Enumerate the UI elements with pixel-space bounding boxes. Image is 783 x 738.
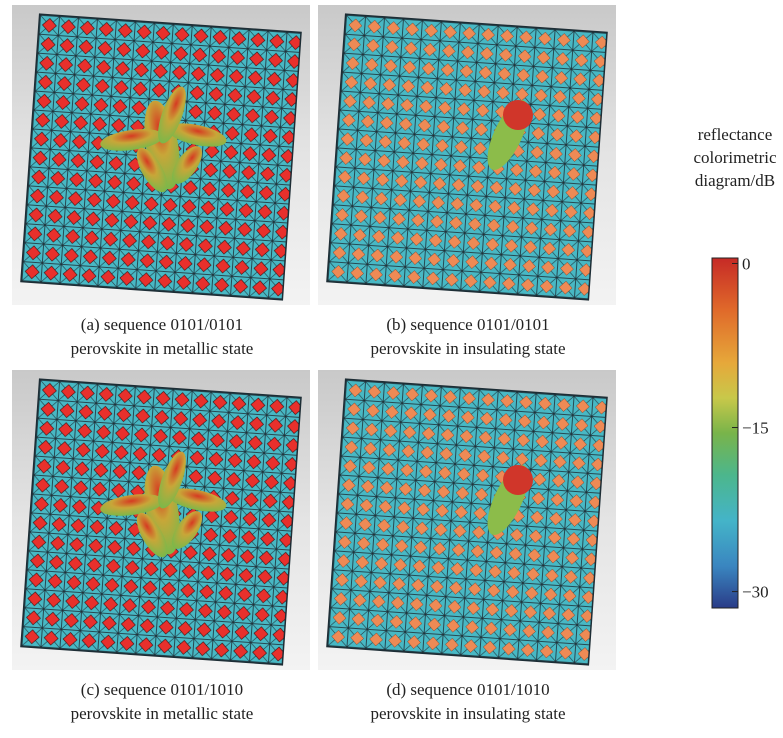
caption: perovskite in insulating state xyxy=(371,704,566,723)
colorbar-tick-label: 0 xyxy=(742,254,751,273)
caption: perovskite in metallic state xyxy=(71,704,254,723)
lobe xyxy=(503,465,533,495)
colorbar-title: reflectance xyxy=(698,125,773,144)
metasurface xyxy=(327,14,607,300)
caption: (d) sequence 0101/1010 xyxy=(386,680,549,699)
caption: (c) sequence 0101/1010 xyxy=(81,680,243,699)
metasurface xyxy=(327,379,607,665)
colorbar-tick-label: −30 xyxy=(742,583,769,602)
panel xyxy=(12,5,310,305)
caption: (b) sequence 0101/0101 xyxy=(386,315,549,334)
caption: perovskite in metallic state xyxy=(71,339,254,358)
colorbar xyxy=(712,258,738,608)
caption: (a) sequence 0101/0101 xyxy=(81,315,243,334)
lobe xyxy=(503,100,533,130)
panel xyxy=(318,370,616,670)
figure: reflectance colorimetric diagram/dB (a) … xyxy=(0,0,783,738)
caption: perovskite in insulating state xyxy=(371,339,566,358)
colorbar-title: colorimetric xyxy=(693,148,777,167)
colorbar-tick-label: −15 xyxy=(742,419,769,438)
colorbar-title: diagram/dB xyxy=(695,171,775,190)
panels xyxy=(12,5,616,670)
panel xyxy=(12,370,310,670)
panel xyxy=(318,5,616,305)
